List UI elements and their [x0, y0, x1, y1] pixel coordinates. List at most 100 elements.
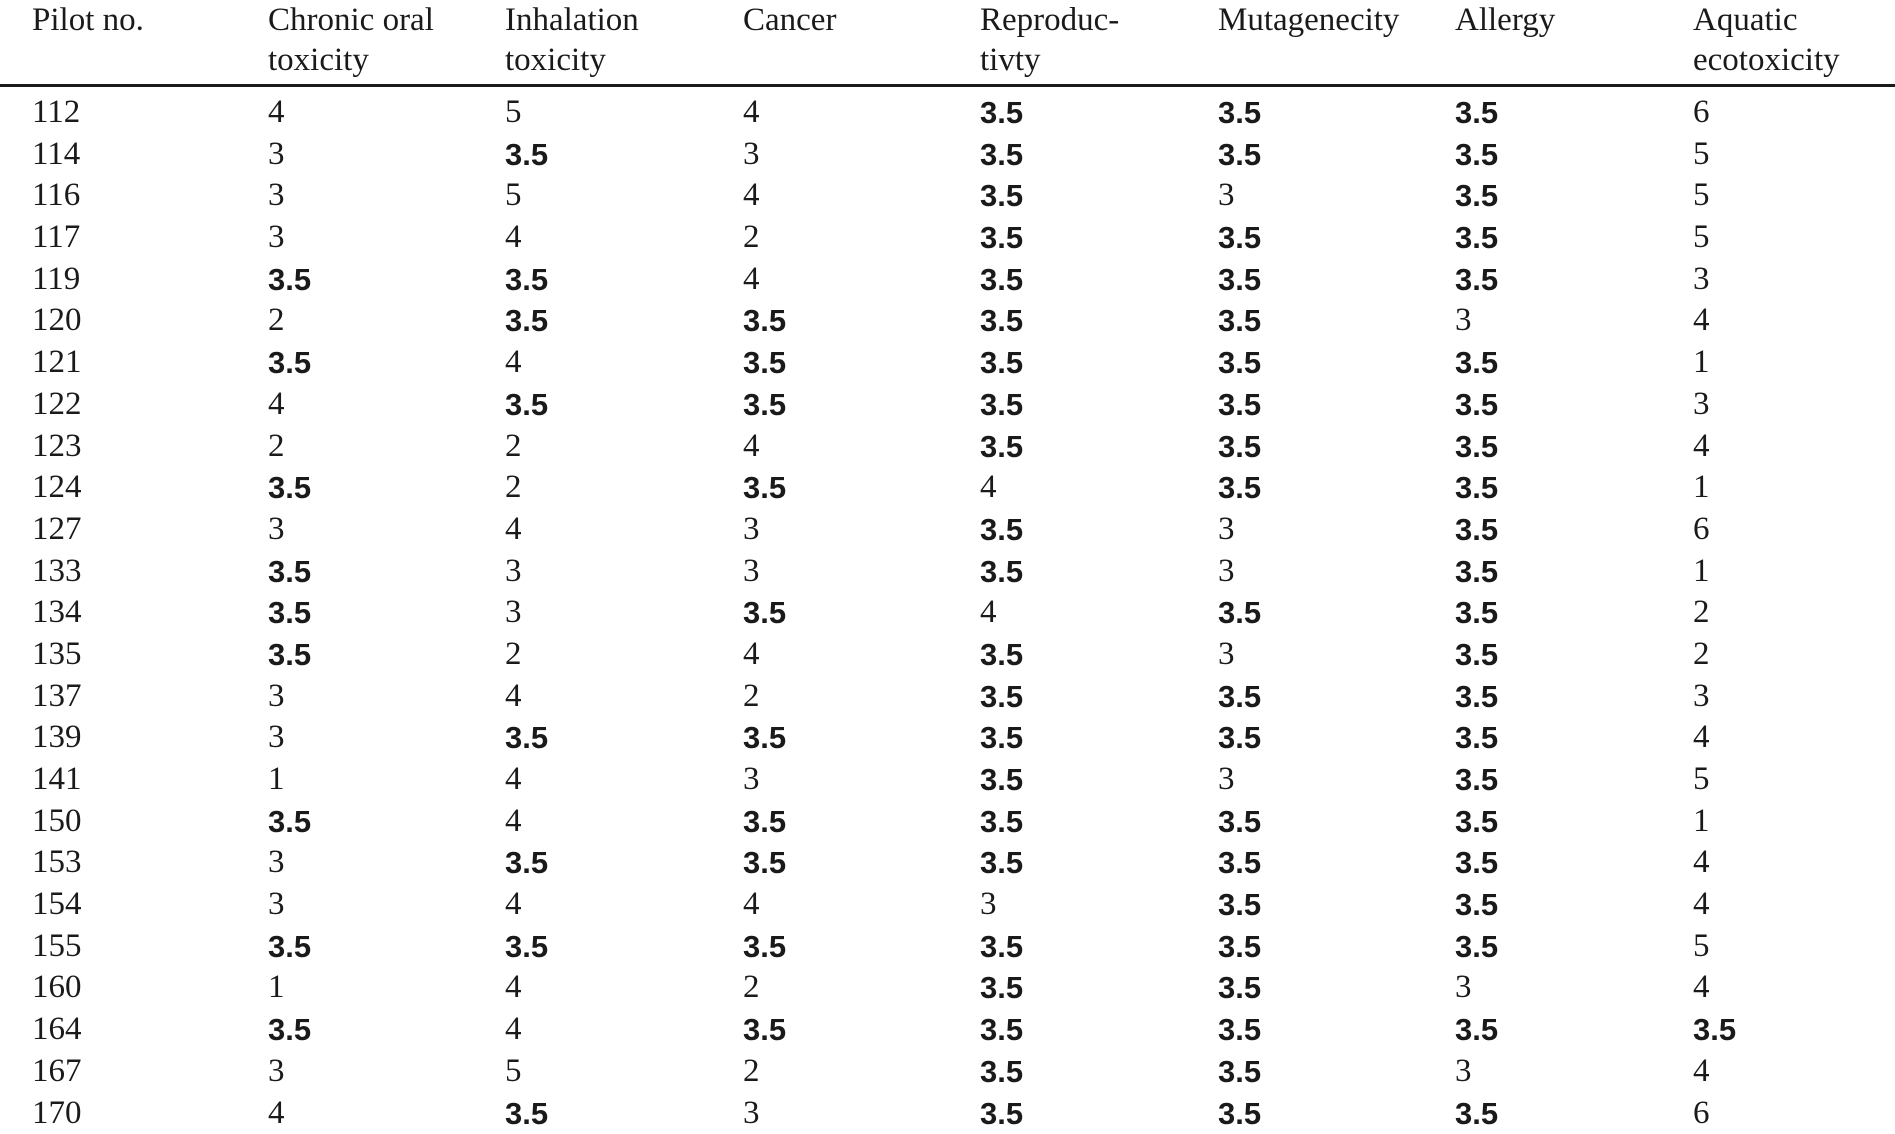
table-cell: 3.5 — [1218, 926, 1261, 968]
table-cell: 3.5 — [980, 426, 1023, 468]
table-cell: 3.5 — [1455, 759, 1498, 801]
header-mutagenecity: Mutagenecity — [1218, 0, 1399, 40]
header-inhalation-toxicity: Inhalation toxicity — [505, 0, 639, 80]
table-cell: 3.5 — [268, 592, 311, 634]
pilot-number-cell: 120 — [32, 300, 82, 342]
table-cell: 3 — [1218, 551, 1235, 593]
table-cell: 3.5 — [1218, 676, 1261, 718]
table-cell: 3.5 — [505, 134, 548, 176]
table-cell: 4 — [743, 175, 760, 217]
table-cell: 3.5 — [1218, 884, 1261, 926]
table-cell: 3.5 — [743, 592, 786, 634]
table-cell: 3.5 — [1455, 717, 1498, 759]
table-cell: 4 — [1693, 1051, 1710, 1093]
table-cell: 5 — [505, 175, 522, 217]
table-cell: 5 — [1693, 175, 1710, 217]
table-cell: 3 — [268, 217, 285, 259]
table-cell: 3.5 — [1218, 967, 1261, 1009]
table-cell: 3.5 — [1218, 717, 1261, 759]
table-cell: 3 — [1693, 384, 1710, 426]
table-cell: 3.5 — [1455, 551, 1498, 593]
table-cell: 4 — [980, 592, 997, 634]
table-cell: 3.5 — [1455, 884, 1498, 926]
pilot-number-cell: 124 — [32, 467, 82, 509]
table-cell: 3.5 — [1218, 467, 1261, 509]
table-cell: 3 — [1693, 259, 1710, 301]
table-cell: 3.5 — [980, 759, 1023, 801]
table-cell: 3 — [743, 759, 760, 801]
table-cell: 4 — [505, 1009, 522, 1051]
pilot-number-cell: 141 — [32, 759, 82, 801]
table-cell: 3.5 — [1218, 134, 1261, 176]
table-cell: 3.5 — [268, 342, 311, 384]
table-cell: 3.5 — [1218, 842, 1261, 884]
table-cell: 4 — [505, 759, 522, 801]
table-cell: 3.5 — [980, 1009, 1023, 1051]
header-chronic-oral-toxicity: Chronic oral toxicity — [268, 0, 434, 80]
pilot-number-cell: 112 — [32, 92, 80, 134]
table-cell: 3 — [1455, 967, 1472, 1009]
table-cell: 4 — [1693, 842, 1710, 884]
table-cell: 3.5 — [1218, 259, 1261, 301]
table-cell: 4 — [505, 884, 522, 926]
table-cell: 4 — [505, 967, 522, 1009]
table-cell: 4 — [743, 884, 760, 926]
table-cell: 3 — [1218, 759, 1235, 801]
header-pilot-no: Pilot no. — [32, 0, 144, 40]
pilot-number-cell: 164 — [32, 1009, 82, 1051]
table-cell: 3 — [743, 134, 760, 176]
table-cell: 4 — [505, 217, 522, 259]
table-cell: 4 — [1693, 884, 1710, 926]
pilot-number-cell: 137 — [32, 676, 82, 718]
table-cell: 3 — [268, 884, 285, 926]
table-cell: 3.5 — [505, 842, 548, 884]
table-cell: 3 — [1218, 634, 1235, 676]
table-cell: 3.5 — [505, 717, 548, 759]
table-cell: 3 — [268, 717, 285, 759]
table-cell: 3 — [1218, 509, 1235, 551]
table-cell: 5 — [505, 1051, 522, 1093]
table-cell: 3.5 — [1455, 634, 1498, 676]
table-cell: 1 — [268, 967, 285, 1009]
table-cell: 3.5 — [1218, 384, 1261, 426]
table-cell: 3.5 — [505, 259, 548, 301]
table-cell: 3 — [1218, 175, 1235, 217]
table-cell: 2 — [505, 634, 522, 676]
table-cell: 3.5 — [1455, 384, 1498, 426]
table-cell: 4 — [505, 509, 522, 551]
table-header: Pilot no. Chronic oral toxicity Inhalation… — [0, 0, 1895, 84]
table-cell: 2 — [505, 426, 522, 468]
table-cell: 3.5 — [743, 342, 786, 384]
table-cell: 3.5 — [980, 175, 1023, 217]
table-cell: 3.5 — [268, 467, 311, 509]
table-cell: 3 — [268, 134, 285, 176]
pilot-number-cell: 116 — [32, 175, 80, 217]
table-cell: 2 — [743, 967, 760, 1009]
table-cell: 3.5 — [980, 926, 1023, 968]
table-cell: 1 — [1693, 801, 1710, 843]
table-cell: 3.5 — [1218, 217, 1261, 259]
table-cell: 3.5 — [980, 217, 1023, 259]
table-cell: 1 — [1693, 342, 1710, 384]
table-cell: 3.5 — [743, 384, 786, 426]
table-cell: 3.5 — [1455, 92, 1498, 134]
table-cell: 3 — [980, 884, 997, 926]
table-cell: 3.5 — [980, 634, 1023, 676]
table-cell: 3.5 — [980, 509, 1023, 551]
table-cell: 3.5 — [505, 926, 548, 968]
pilot-number-cell: 121 — [32, 342, 82, 384]
pilot-number-cell: 134 — [32, 592, 82, 634]
table-cell: 3.5 — [1455, 342, 1498, 384]
pilot-number-cell: 117 — [32, 217, 80, 259]
